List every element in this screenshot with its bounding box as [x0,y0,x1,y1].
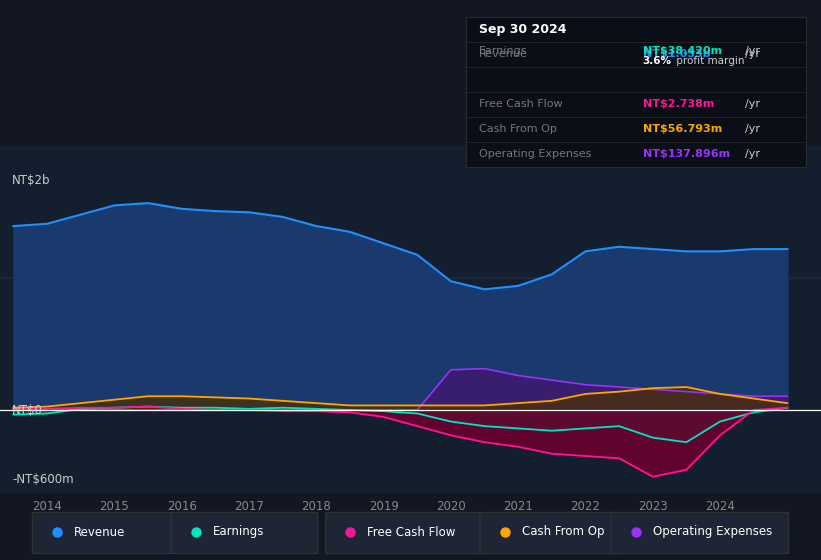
Text: /yr: /yr [745,124,760,134]
Text: NT$1.053b: NT$1.053b [643,49,710,59]
Text: Operating Expenses: Operating Expenses [653,525,772,539]
Text: Earnings: Earnings [479,46,528,57]
Text: 3.6%: 3.6% [643,55,672,66]
Text: NT$2b: NT$2b [12,174,51,186]
Text: NT$56.793m: NT$56.793m [643,124,722,134]
Text: /yr: /yr [745,150,760,160]
Text: Revenue: Revenue [74,525,126,539]
Text: /yr: /yr [745,99,760,109]
Text: Cash From Op: Cash From Op [521,525,604,539]
Text: Revenue: Revenue [479,49,528,59]
FancyBboxPatch shape [326,512,480,554]
Text: Sep 30 2024: Sep 30 2024 [479,23,566,36]
Text: NT$2.738m: NT$2.738m [643,99,714,109]
FancyBboxPatch shape [32,512,172,554]
FancyBboxPatch shape [172,512,318,554]
Text: NT$137.896m: NT$137.896m [643,150,730,160]
Text: Operating Expenses: Operating Expenses [479,150,591,160]
Text: -NT$600m: -NT$600m [12,473,74,486]
FancyBboxPatch shape [480,512,619,554]
Text: Free Cash Flow: Free Cash Flow [479,99,562,109]
Text: profit margin: profit margin [673,55,745,66]
FancyBboxPatch shape [611,512,789,554]
Text: NT$0: NT$0 [12,404,44,417]
Text: /yr: /yr [745,49,760,59]
Text: Earnings: Earnings [213,525,264,539]
Text: Cash From Op: Cash From Op [479,124,557,134]
Text: Free Cash Flow: Free Cash Flow [367,525,456,539]
Text: NT$38.420m: NT$38.420m [643,46,722,57]
Text: /yr: /yr [745,46,760,57]
